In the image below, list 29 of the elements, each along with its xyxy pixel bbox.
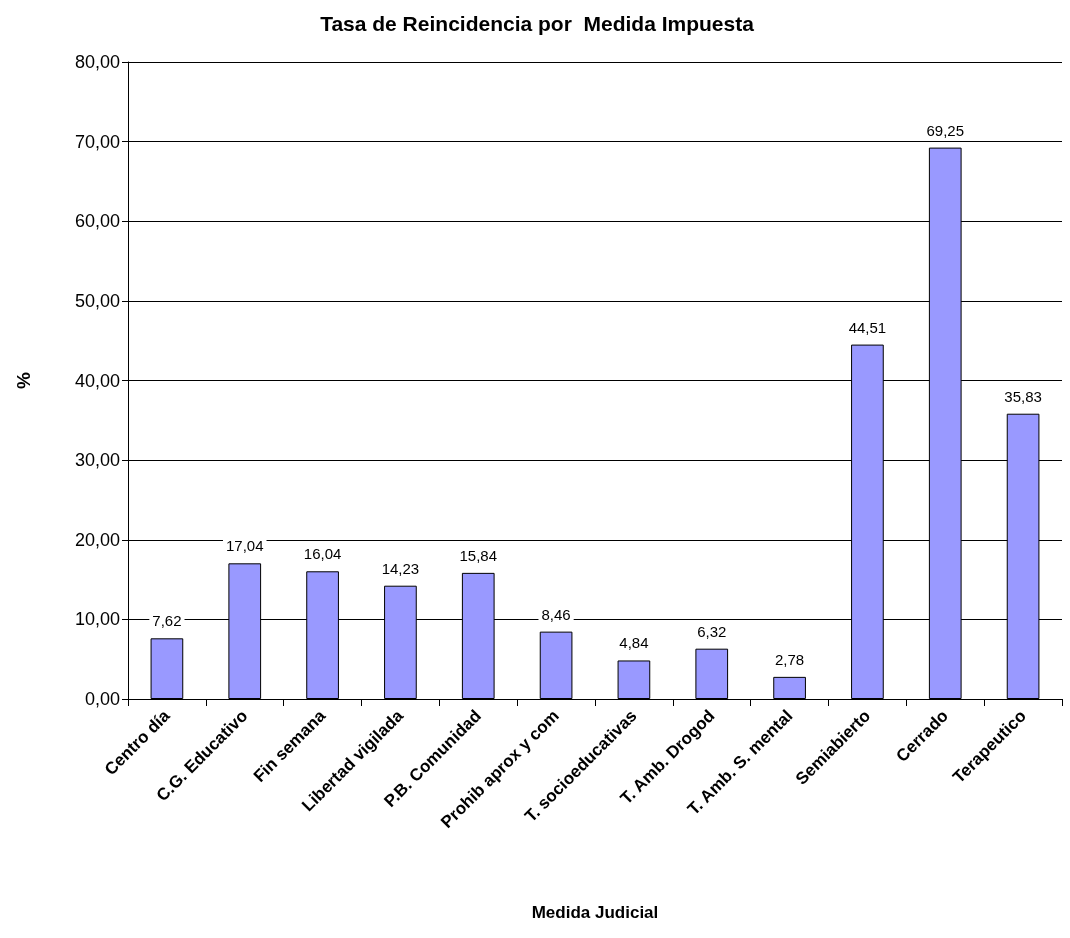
bar [773,676,806,699]
chart-title: Tasa de Reincidencia por Medida Impuesta [320,12,755,35]
data-label: 16,04 [303,545,342,563]
data-label: 35,83 [1004,387,1042,405]
data-label: 44,51 [848,318,887,336]
bar [617,660,651,699]
bar [539,631,573,699]
data-label: 14,23 [381,559,420,577]
data-label: 17,04 [225,537,264,555]
y-tick-label: 10,00 [74,609,120,630]
y-tick-label: 50,00 [74,290,120,311]
y-tick-label: 30,00 [74,450,120,471]
y-tick-label: 20,00 [74,529,120,550]
data-label: 2,78 [774,650,805,668]
x-axis-title: Medida Judicial [531,903,659,922]
y-tick-label: 40,00 [74,370,120,391]
y-tick-label: 70,00 [74,131,120,152]
y-tick-label: 0,00 [84,689,120,709]
data-label: 69,25 [926,121,965,139]
y-tick-label: 80,00 [74,52,120,72]
data-label: 7,62 [152,612,182,630]
data-label: 4,84 [619,634,649,652]
data-label: 15,84 [459,546,498,564]
bar [150,638,184,699]
data-label: 8,46 [541,605,571,623]
data-label: 6,32 [697,622,727,640]
bar [695,648,729,699]
y-tick-label: 60,00 [74,211,120,232]
y-axis-title: % [13,371,34,389]
